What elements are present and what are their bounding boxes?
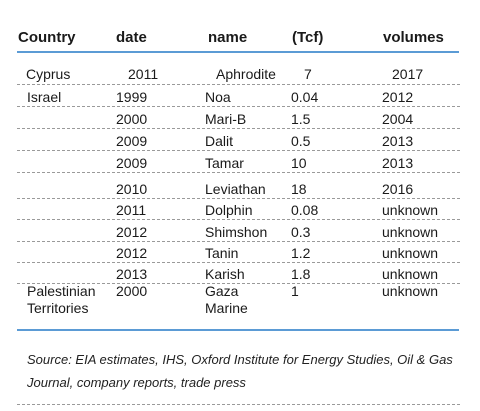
cell-volumes: 2012 [382, 89, 414, 105]
cell-name: Tanin [205, 245, 239, 261]
cell-tcf: 0.04 [291, 89, 319, 105]
row-divider [17, 219, 460, 220]
cell-country: Palestinian Territories [27, 283, 96, 316]
cell-tcf: 10 [291, 155, 307, 171]
row-divider [17, 150, 460, 151]
cell-tcf: 0.3 [291, 224, 311, 240]
row-divider [17, 283, 460, 284]
row-divider [17, 198, 460, 199]
cell-tcf: 1 [291, 283, 299, 299]
cell-name: Leviathan [205, 181, 266, 197]
cell-tcf: 1.8 [291, 266, 311, 282]
row-divider [17, 172, 460, 173]
header-volumes: volumes [383, 29, 444, 46]
cell-name: Mari-B [205, 111, 247, 127]
cell-volumes: unknown [382, 283, 439, 299]
cell-name: Dalit [205, 133, 234, 149]
footer-rule [17, 329, 459, 331]
cell-volumes: unknown [382, 245, 439, 261]
cell-date: 2000 [116, 283, 148, 299]
cell-name: Tamar [205, 155, 244, 171]
cell-name: Karish [205, 266, 245, 282]
row-divider [17, 84, 460, 85]
row-divider [17, 128, 460, 129]
header-country: Country [18, 29, 76, 46]
cell-tcf: 0.5 [291, 133, 311, 149]
cell-date: 2012 [116, 224, 148, 240]
row-divider [17, 241, 460, 242]
cell-date: 2013 [116, 266, 148, 282]
cell-tcf: 1.5 [291, 111, 311, 127]
cell-volumes: 2016 [382, 181, 414, 197]
cell-date: 2011 [116, 202, 147, 218]
cell-tcf: 7 [304, 66, 312, 82]
cell-date: 2009 [116, 133, 148, 149]
header-name: name [208, 29, 248, 46]
row-divider [17, 106, 460, 107]
cell-date: 2009 [116, 155, 148, 171]
cell-name: Noa [205, 89, 231, 105]
cell-volumes: 2013 [382, 155, 414, 171]
cell-country: Israel [27, 89, 62, 105]
cell-volumes: 2004 [382, 111, 414, 127]
cell-tcf: 1.2 [291, 245, 311, 261]
cell-name: Shimshon [205, 224, 268, 240]
source-note: Source: EIA estimates, IHS, Oxford Insti… [27, 352, 453, 390]
header-date: date [116, 29, 147, 46]
cell-date: 1999 [116, 89, 148, 105]
cell-date: 2010 [116, 181, 148, 197]
bottom-divider [17, 404, 460, 405]
row-divider [17, 262, 460, 263]
header-rule [17, 51, 459, 53]
header-tcf: (Tcf) [292, 29, 324, 46]
cell-tcf: 18 [291, 181, 307, 197]
cell-volumes: unknown [382, 224, 439, 240]
cell-tcf: 0.08 [291, 202, 319, 218]
cell-date: 2000 [116, 111, 148, 127]
cell-volumes: unknown [382, 266, 439, 282]
cell-name: Aphrodite [216, 66, 276, 82]
cell-volumes: 2017 [392, 66, 424, 82]
cell-date: 2012 [116, 245, 148, 261]
cell-volumes: 2013 [382, 133, 414, 149]
cell-name: Dolphin [205, 202, 253, 218]
cell-name: Gaza Marine [205, 283, 248, 316]
cell-volumes: unknown [382, 202, 439, 218]
cell-country: Cyprus [26, 66, 71, 82]
cell-date: 2011 [128, 66, 159, 82]
